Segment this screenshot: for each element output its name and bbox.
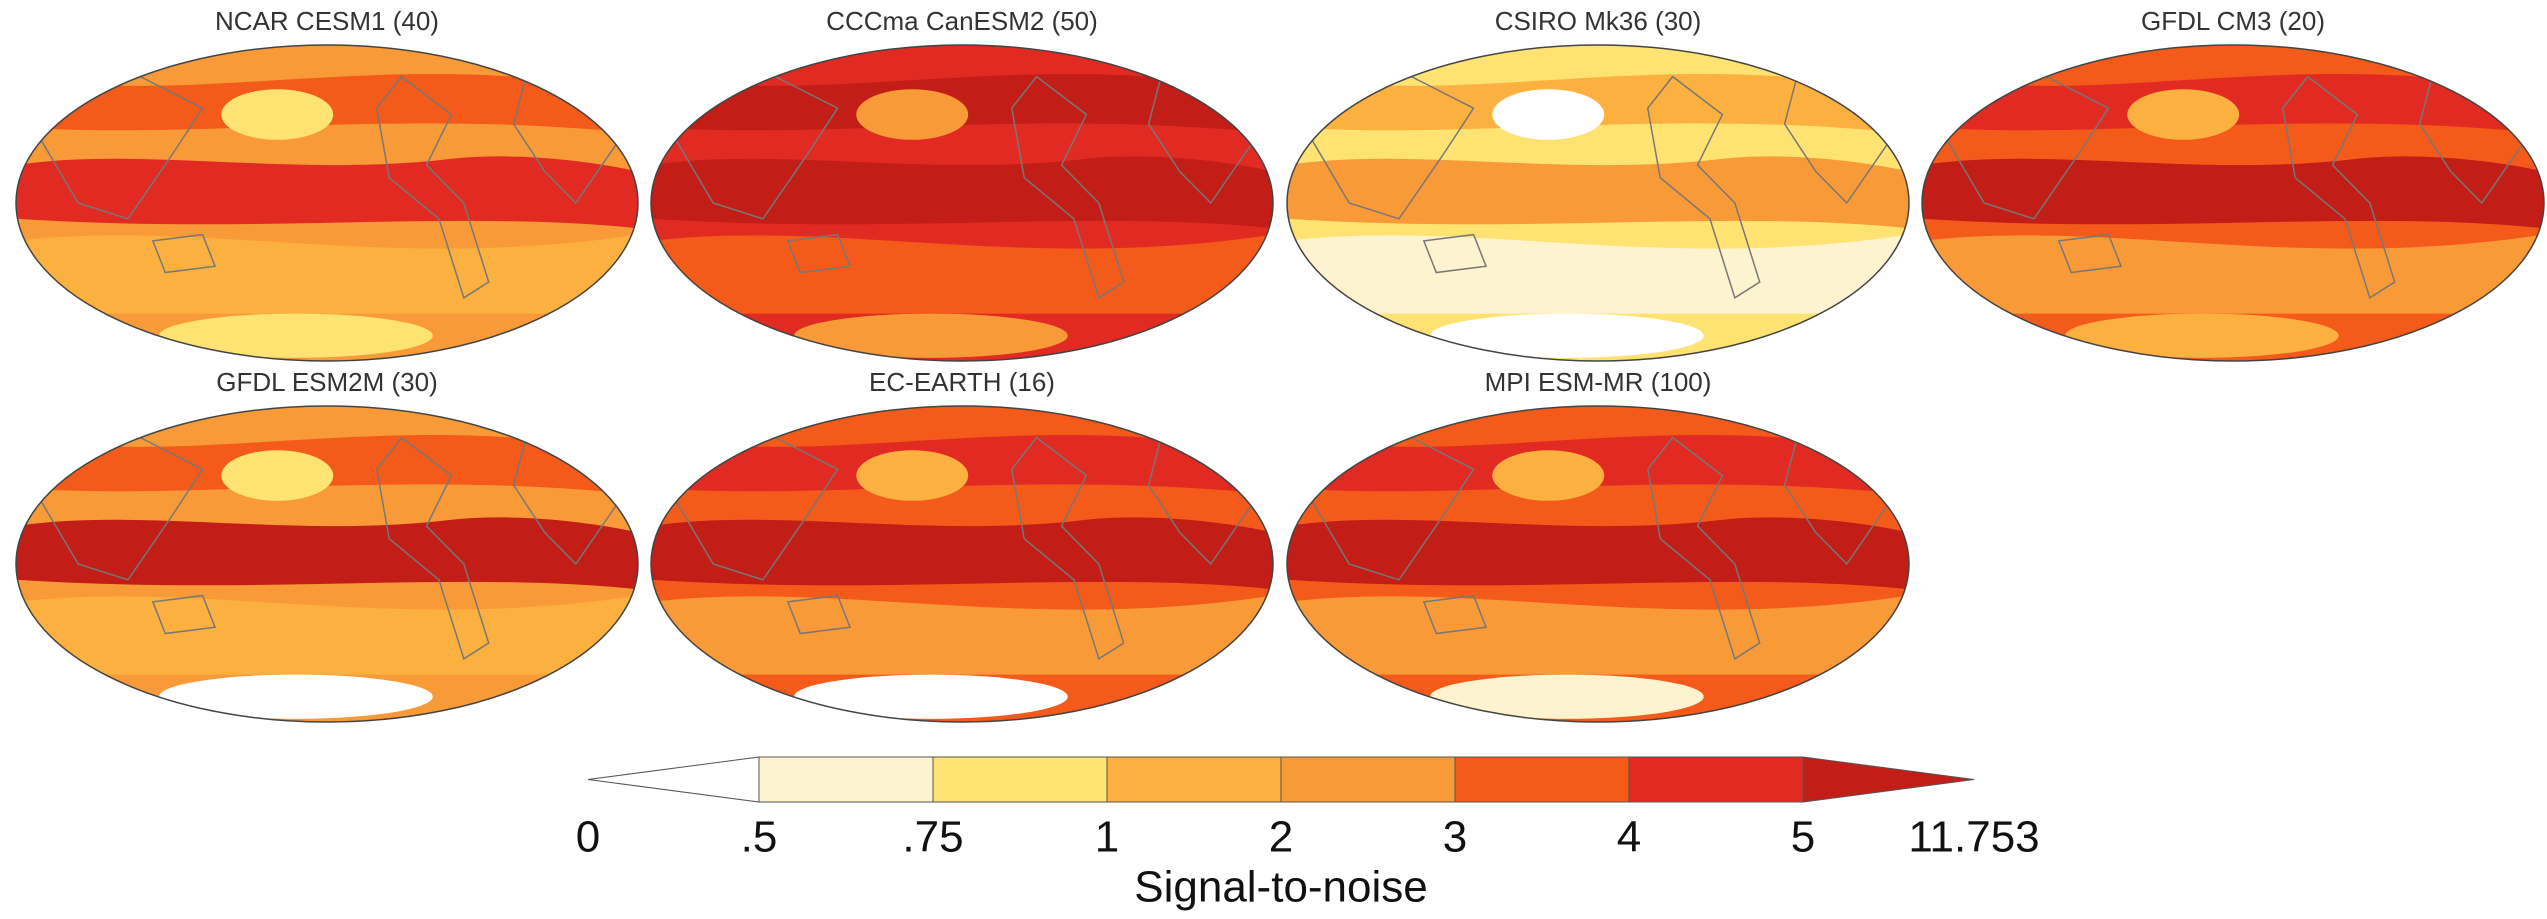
map-border [15,44,639,362]
coastline [675,436,839,581]
map-field [856,89,969,140]
coastline [1946,75,2110,220]
map [1287,406,1909,722]
map-field [16,156,638,229]
map-field [1287,595,1909,675]
map-field [1287,234,1909,314]
map-border [1286,44,1910,362]
coastline [375,436,490,660]
map-field [651,595,1273,675]
coastline [1422,233,1488,274]
coastline [786,233,852,274]
map-field [1430,674,1704,719]
colorbar-tick-label: 3 [1443,813,1467,862]
map-field [16,517,638,590]
colorbar-segment [587,756,760,803]
map-field [1492,89,1605,140]
colorbar-tick-label: 2 [1269,813,1293,862]
map-border [650,44,1274,362]
panel-title: CSIRO Mk36 (30) [1495,6,1702,36]
map-field [2127,89,2240,140]
colorbar-tick-label: 4 [1617,813,1641,862]
colorbar-segment [1802,756,1975,803]
coastline [675,75,839,220]
map-border [15,405,639,723]
panel-title: EC-EARTH (16) [869,367,1055,397]
coastline [1010,75,1125,299]
map-field [651,517,1273,590]
map-border [650,405,1274,723]
map [16,406,638,722]
coastline [786,594,852,635]
colorbar-tick-label: .75 [902,813,963,862]
map-field [159,313,433,358]
colorbar-label: Signal-to-noise [1134,863,1428,912]
map [1922,45,2544,361]
colorbar-segment [932,756,1108,803]
panel-title: NCAR CESM1 (40) [215,6,439,36]
map-field [794,313,1068,358]
coastline [1311,436,1475,581]
coastline [151,594,217,635]
map-field [1287,156,1909,229]
panel-title: GFDL CM3 (20) [2141,6,2325,36]
map-field [159,674,433,719]
colorbar-segment [1106,756,1282,803]
map-field [221,450,334,501]
colorbar-tick-label: 5 [1791,813,1815,862]
panel-title: CCCma CanESM2 (50) [826,6,1098,36]
colorbar-segment [1280,756,1456,803]
map-field [1287,517,1909,590]
map-field [794,674,1068,719]
map-field [1430,313,1704,358]
map-field [2065,313,2339,358]
map-border [1286,405,1910,723]
colorbar-segment [1628,756,1804,803]
colorbar-segment [1454,756,1630,803]
map-field [651,156,1273,229]
colorbar-tick-label: 11.753 [1908,813,2039,862]
map-field [16,595,638,675]
map-field [651,234,1273,314]
coastline [40,436,204,581]
coastline [2281,75,2396,299]
colorbar-segment [758,756,934,803]
coastline [151,233,217,274]
map [1287,45,1909,361]
colorbar-tick-label: 0 [576,813,600,862]
coastline [1646,436,1761,660]
map-field [221,89,334,140]
coastline [1311,75,1475,220]
map-field [1492,450,1605,501]
coastline [40,75,204,220]
map [16,45,638,361]
map [651,406,1273,722]
map-field [16,234,638,314]
map-field [1922,234,2544,314]
coastline [2057,233,2123,274]
colorbar-tick-label: .5 [741,813,778,862]
coastline [375,75,490,299]
panel-title: GFDL ESM2M (30) [216,367,438,397]
map-border [1921,44,2545,362]
panel-title: MPI ESM-MR (100) [1485,367,1712,397]
coastline [1646,75,1761,299]
map-field [856,450,969,501]
map [651,45,1273,361]
map-field [1922,156,2544,229]
coastline [1422,594,1488,635]
colorbar-tick-label: 1 [1095,813,1119,862]
coastline [1010,436,1125,660]
